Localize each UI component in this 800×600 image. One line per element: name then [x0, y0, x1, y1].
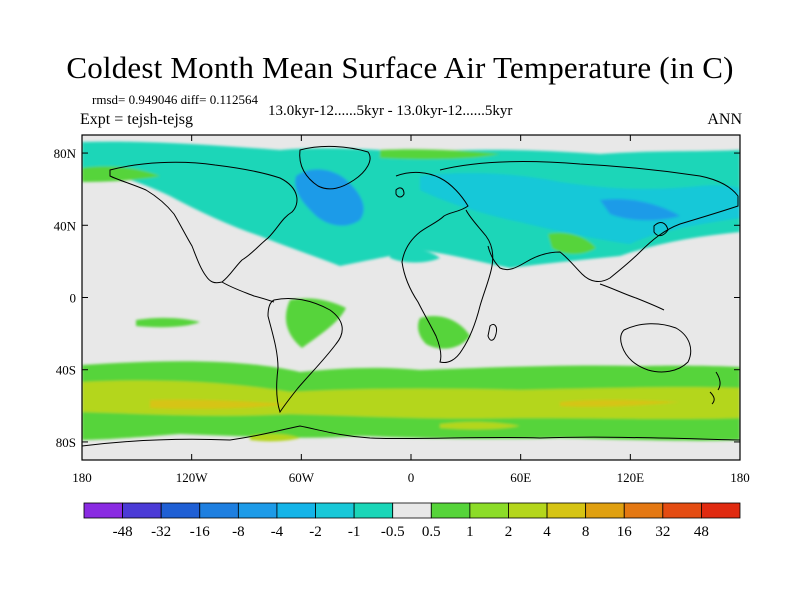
- y-axis: 80N 40N 0 40S 80S: [54, 146, 740, 450]
- x-tick-label: 60E: [510, 470, 531, 485]
- colorbar-swatch: [508, 502, 548, 519]
- eurasia-cool-patch: [600, 198, 680, 221]
- colorbar-label: 0.5: [422, 524, 441, 540]
- asia-warm-patch: [548, 232, 596, 254]
- x-tick-label: 120W: [176, 470, 209, 485]
- x-tick-label: 0: [408, 470, 415, 485]
- colorbar-boxes: [83, 502, 741, 519]
- colorbar-label: -8: [232, 524, 245, 540]
- colorbar-swatch: [83, 502, 123, 519]
- x-tick-label: 180: [730, 470, 750, 485]
- colorbar-swatch: [160, 502, 201, 519]
- colorbar-label: -32: [151, 524, 171, 540]
- arctic-cool-spur: [420, 173, 740, 244]
- southeast-asia-coast: [599, 283, 665, 311]
- africa-warm-patch: [418, 316, 470, 349]
- colorbar-swatch: [237, 502, 278, 519]
- y-tick-label: 80N: [54, 146, 77, 161]
- east-pacific-warm-patch: [136, 317, 200, 328]
- x-tick-label: 60W: [289, 470, 315, 485]
- new-zealand-coast: [709, 371, 721, 405]
- colorbar-label: -4: [271, 524, 284, 540]
- japan-coast: [653, 222, 669, 237]
- coastlines: [82, 145, 740, 447]
- case-label: 13.0kyr-12......5kyr - 13.0kyr-12......5…: [268, 103, 513, 119]
- colorbar-swatch: [276, 502, 316, 519]
- colorbar-swatch: [122, 502, 162, 519]
- colorbar-label: 48: [694, 524, 709, 540]
- y-tick-label: 40N: [54, 218, 77, 233]
- uk-coast: [395, 187, 405, 198]
- colorbar-label: -0.5: [381, 524, 405, 540]
- colorbar-label: 1: [466, 524, 474, 540]
- colorbar-swatch: [623, 502, 664, 519]
- colorbar-label: 32: [655, 524, 670, 540]
- south-america-coast: [267, 297, 343, 414]
- temperature-field: [82, 141, 740, 442]
- central-america-coast: [221, 281, 275, 303]
- europe-africa-coast: [395, 171, 494, 363]
- asia-coast: [439, 161, 739, 282]
- y-tick-label: 80S: [56, 435, 76, 450]
- north-atlantic-cold-pool: [295, 169, 364, 226]
- colorbar-label: -16: [190, 524, 210, 540]
- southern-ocean-yellow-patch: [250, 421, 520, 442]
- y-tick-label: 0: [70, 291, 77, 306]
- map-title: Coldest Month Mean Surface Air Temperatu…: [66, 50, 734, 85]
- colorbar-label: -1: [348, 524, 361, 540]
- x-axis: 180 120W 60W 0 60E 120E 180: [72, 135, 750, 485]
- colorbar-swatch: [430, 502, 471, 519]
- stats-line: rmsd= 0.949046 diff= 0.112564: [92, 92, 258, 107]
- colorbar-swatch: [315, 502, 355, 519]
- madagascar-coast: [487, 323, 497, 341]
- x-tick-label: 120E: [617, 470, 645, 485]
- southern-ocean-orange-streak: [150, 399, 680, 409]
- greenland-coast: [299, 145, 371, 190]
- colorbar-label: -48: [113, 524, 133, 540]
- arctic-warm-patch: [82, 149, 500, 182]
- north-america-coast: [109, 161, 298, 284]
- y-tick-label: 40S: [56, 363, 76, 378]
- colorbar-swatch: [662, 502, 702, 519]
- experiment-label: Expt = tejsh-tejsg: [80, 111, 194, 128]
- x-tick-label: 180: [72, 470, 92, 485]
- colorbar-labels: -48 -32 -16 -8 -4 -2 -1 -0.5 0.5 1 2 4 8 16 32 48: [113, 524, 709, 540]
- colorbar-swatch: [392, 502, 432, 519]
- southern-ocean-yellow-band: [82, 380, 740, 419]
- colorbar-label: 8: [582, 524, 590, 540]
- colorbar-swatch: [585, 502, 625, 519]
- colorbar-label: 2: [505, 524, 513, 540]
- colorbar-swatch: [199, 502, 239, 519]
- colorbar-swatch: [353, 502, 394, 519]
- colorbar-label: 4: [543, 524, 551, 540]
- colorbar-label: -2: [309, 524, 322, 540]
- australia-coast: [620, 323, 692, 373]
- colorbar-swatch: [546, 502, 587, 519]
- colorbar-label: 16: [617, 524, 633, 540]
- colorbar-swatch: [701, 502, 741, 519]
- colorbar-swatch: [469, 502, 509, 519]
- antarctica-coast: [82, 425, 740, 447]
- season-label: ANN: [707, 111, 742, 128]
